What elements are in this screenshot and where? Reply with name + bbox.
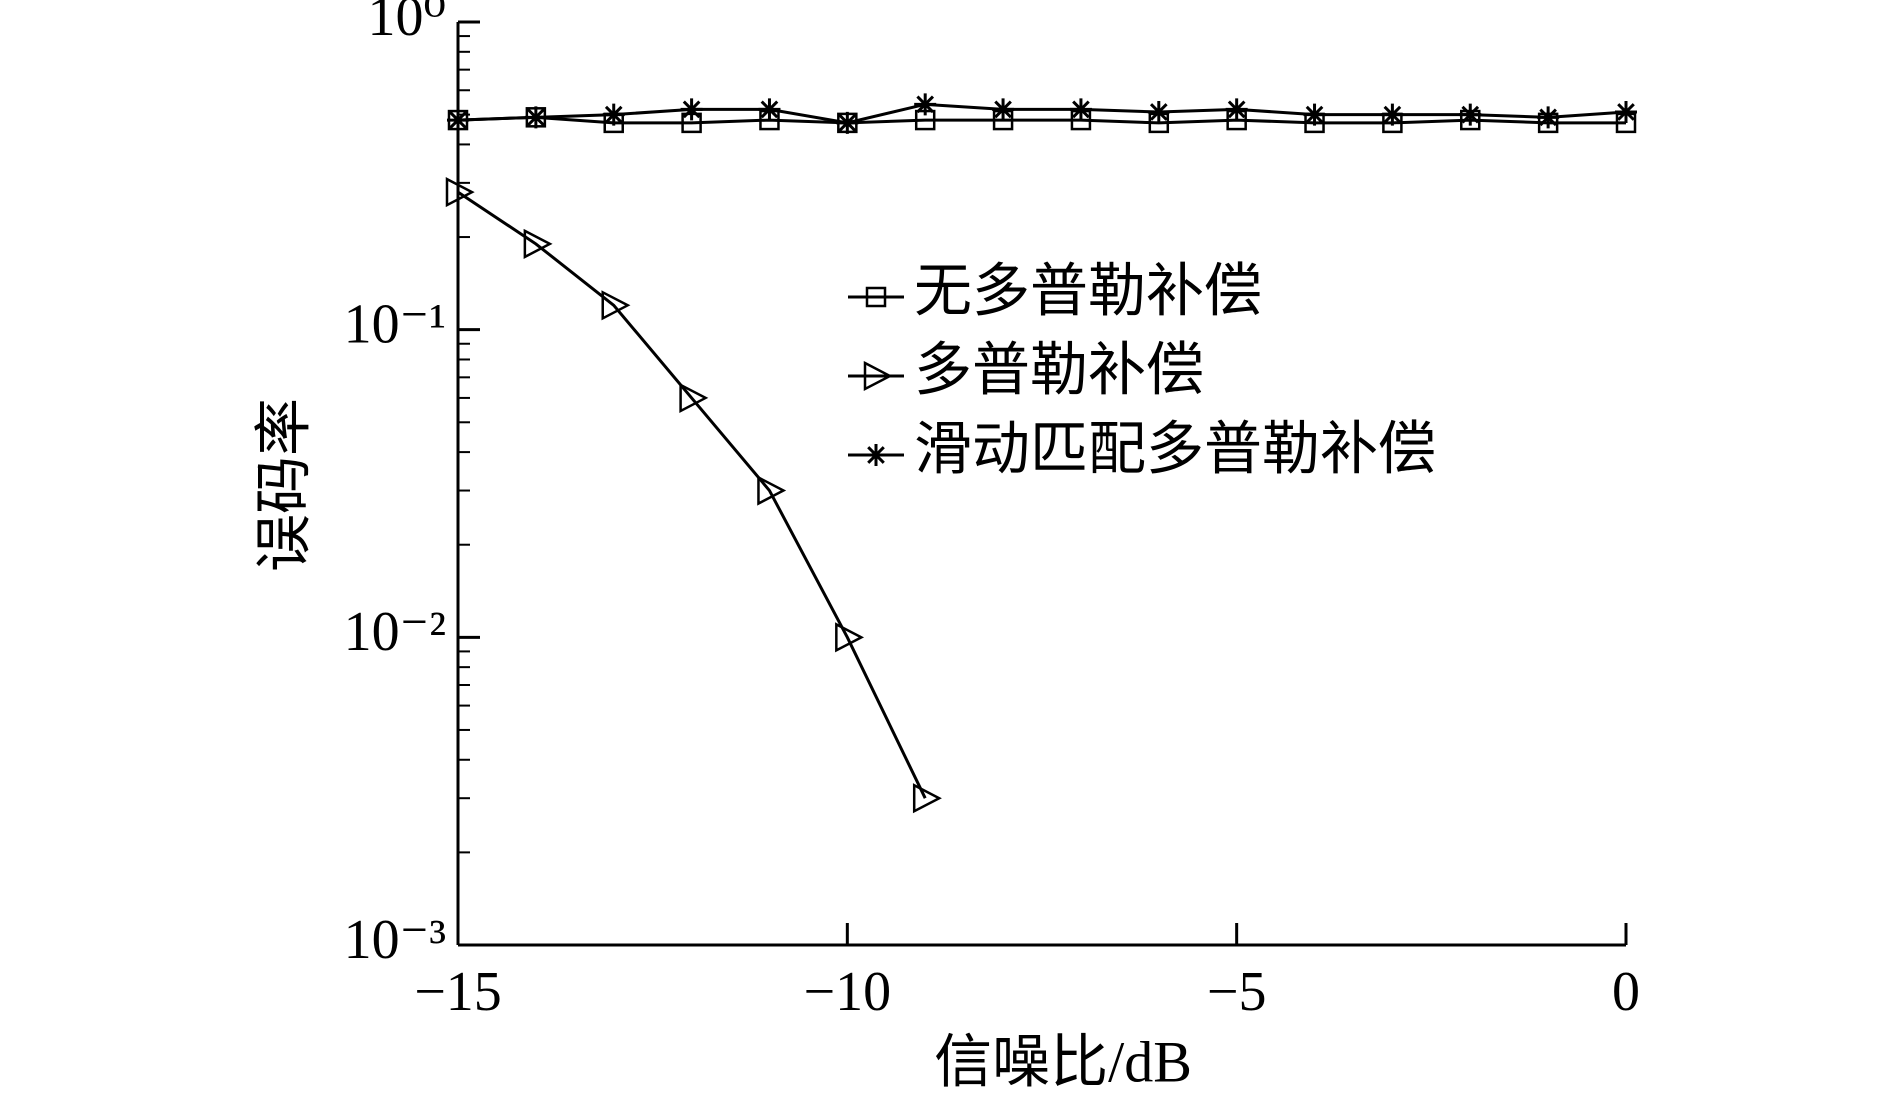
y-tick-label: 10⁻³ [344,909,446,971]
series-line [457,115,1626,125]
y-tick-label: 10⁻¹ [344,294,446,356]
data-point [524,106,547,129]
x-tick-label: −10 [804,961,892,1023]
data-point [1147,100,1170,123]
series-line [457,102,1627,125]
legend-marker [865,444,887,466]
data-point [1069,98,1092,121]
x-tick-label: −15 [414,961,502,1023]
y-tick-label: 10⁻² [344,601,446,663]
legend-marker [863,360,893,392]
data-point [679,382,709,413]
data-point [836,111,859,134]
y-axis-label: 误码率 [251,398,316,572]
data-point [1615,100,1637,123]
x-tick-label: 0 [1612,961,1640,1023]
data-point [758,98,781,121]
series-line [457,190,927,799]
data-point [912,783,942,814]
x-axis-label: 信噪比/dB [934,1029,1192,1094]
data-point [1459,103,1482,126]
data-point [680,98,703,121]
legend-label: 无多普勒补偿 [914,258,1262,323]
data-point [992,98,1015,121]
data-point [445,177,475,208]
legend-marker [865,286,887,308]
legend-label: 多普勒补偿 [914,337,1204,402]
data-point [601,290,631,321]
legend-label: 滑动匹配多普勒补偿 [914,416,1436,481]
data-point [1303,103,1326,126]
x-tick-label: −5 [1207,961,1267,1023]
data-point [1537,106,1560,129]
data-point [1225,98,1248,121]
data-point [602,103,625,126]
data-point [757,475,787,506]
data-point [447,109,469,132]
y-tick-label: 10⁰ [368,0,446,48]
data-point [835,622,865,653]
data-point [1381,103,1404,126]
data-point [914,93,937,116]
data-point [523,228,553,259]
